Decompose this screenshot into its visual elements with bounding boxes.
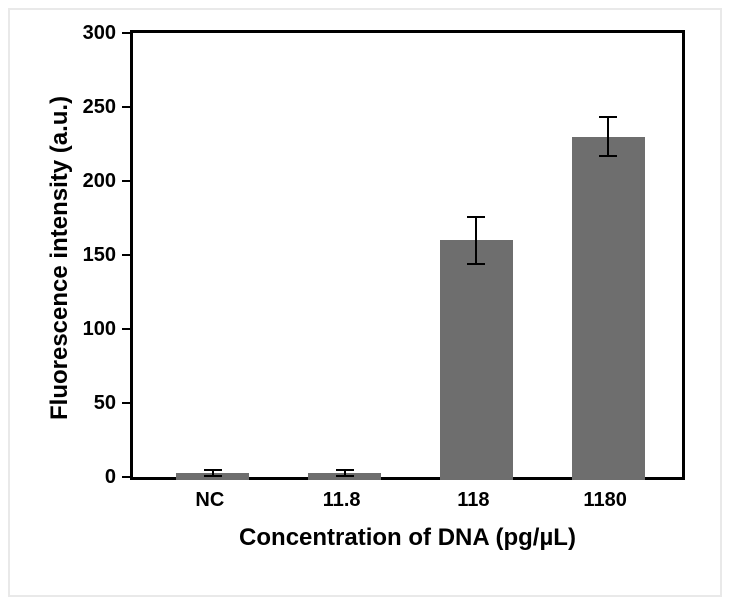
x-tick-label: 1180 <box>537 490 674 510</box>
error-bar-cap <box>599 116 617 118</box>
plot-area <box>133 33 682 477</box>
chart-frame <box>130 30 685 480</box>
y-tick <box>122 476 130 478</box>
y-tick-label: 300 <box>66 23 116 43</box>
error-bar-cap <box>204 469 222 471</box>
bar <box>440 240 513 480</box>
y-tick-label: 50 <box>66 393 116 413</box>
y-tick-label: 200 <box>66 171 116 191</box>
y-tick <box>122 106 130 108</box>
y-tick <box>122 402 130 404</box>
error-bar-cap <box>467 263 485 265</box>
y-tick <box>122 254 130 256</box>
error-bar-stem <box>607 117 609 155</box>
error-bar-cap <box>204 475 222 477</box>
error-bar-cap <box>467 216 485 218</box>
error-bar-cap <box>336 475 354 477</box>
y-tick-label: 0 <box>66 467 116 487</box>
error-bar-stem <box>475 217 477 264</box>
error-bar-cap <box>336 469 354 471</box>
x-tick-label: 118 <box>405 490 542 510</box>
y-tick <box>122 328 130 330</box>
y-tick-label: 250 <box>66 97 116 117</box>
y-tick <box>122 180 130 182</box>
x-tick-label: NC <box>141 490 278 510</box>
x-axis-title: Concentration of DNA (pg/µL) <box>130 526 685 550</box>
bar <box>572 137 645 480</box>
x-tick-label: 11.8 <box>273 490 410 510</box>
y-tick-label: 100 <box>66 319 116 339</box>
y-tick <box>122 32 130 34</box>
figure: Fluorescence intensity (a.u.) Concentrat… <box>0 0 730 605</box>
y-tick-label: 150 <box>66 245 116 265</box>
error-bar-cap <box>599 155 617 157</box>
